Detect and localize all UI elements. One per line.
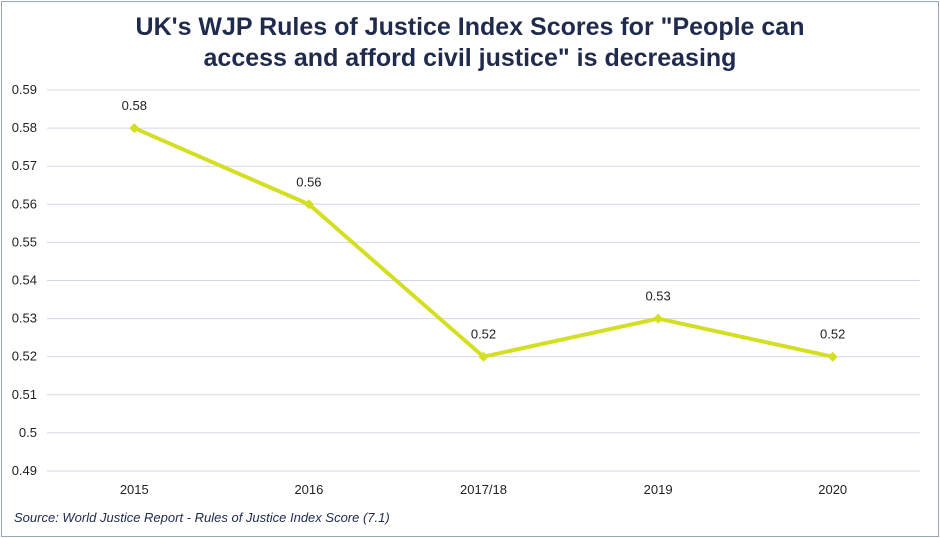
y-axis: 0.49 0.5 0.51 0.52 0.53 0.54 0.55 0.56 0.57 0.58 0… [12,82,37,478]
data-point-marker [653,313,664,324]
data-label: 0.52 [820,327,845,342]
y-tick-label: 0.5 [19,425,37,440]
y-tick-label: 0.59 [12,82,37,97]
data-point-marker [478,351,489,362]
data-label: 0.53 [645,289,670,304]
data-point-marker [827,351,838,362]
source-note: Source: World Justice Report - Rules of … [14,510,390,525]
y-tick-label: 0.54 [12,273,37,288]
series-line [129,123,838,362]
x-tick-label: 2016 [294,482,323,497]
y-tick-label: 0.55 [12,234,37,249]
data-label: 0.58 [122,98,147,113]
y-tick-label: 0.52 [12,349,37,364]
chart-title: UK's WJP Rules of Justice Index Scores f… [0,12,940,74]
x-axis: 2015 2016 2017/18 2019 2020 [120,482,847,497]
x-tick-label: 2020 [818,482,847,497]
y-tick-label: 0.57 [12,158,37,173]
data-point-marker [303,199,314,210]
chart-title-line-2: access and afford civil justice" is decr… [203,44,737,72]
x-tick-label: 2017/18 [460,482,507,497]
y-tick-label: 0.53 [12,311,37,326]
data-point-marker [129,123,140,134]
data-labels: 0.58 0.56 0.52 0.53 0.52 [122,98,846,342]
data-label: 0.52 [471,327,496,342]
x-tick-label: 2015 [120,482,149,497]
data-label: 0.56 [296,174,321,189]
y-tick-label: 0.49 [12,463,37,478]
y-tick-label: 0.51 [12,387,37,402]
y-tick-label: 0.58 [12,120,37,135]
y-tick-label: 0.56 [12,196,37,211]
x-tick-label: 2019 [644,482,673,497]
chart-title-line-1: UK's WJP Rules of Justice Index Scores f… [135,13,805,41]
